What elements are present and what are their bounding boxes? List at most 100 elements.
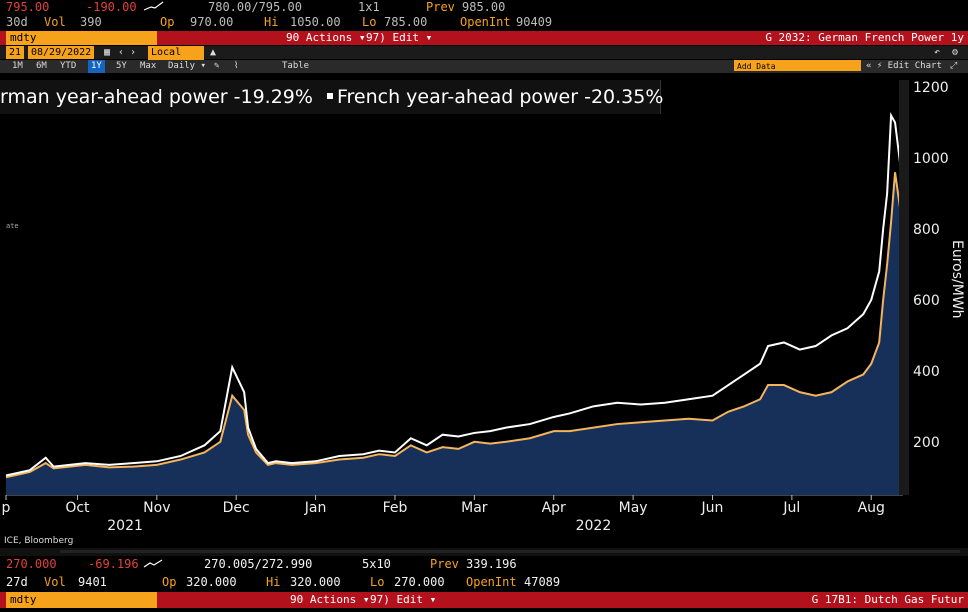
x-tick-label-Oct: Oct bbox=[65, 500, 90, 516]
side-note: ate bbox=[6, 222, 19, 230]
bottom-command-bar: mdty 90 Actions ▾ 97) Edit ▾ G 17B1: Dut… bbox=[0, 592, 968, 608]
x-tick-label-Dec: Dec bbox=[223, 500, 250, 516]
top-edit-menu[interactable]: 97) Edit ▾ bbox=[366, 31, 433, 44]
chart-panel: 200 400 600 800 1000 1200 Euros/MWh p Oct Nov Dec J… bbox=[0, 74, 968, 546]
chart-source: ICE, Bloomberg bbox=[4, 536, 74, 546]
tab-6m[interactable]: 6M bbox=[36, 61, 47, 71]
bottom-op-label: Op bbox=[162, 575, 177, 589]
top-vol-label: Vol bbox=[44, 15, 66, 29]
bottom-vol-label: Vol bbox=[44, 575, 66, 589]
y-tick-label-200: 200 bbox=[913, 435, 940, 451]
top-chart-title: G 2032: German French Power 1y bbox=[765, 31, 964, 44]
bottom-last: 270.000 bbox=[6, 557, 57, 571]
legend-french: French year-ahead power -20.35% bbox=[336, 86, 664, 108]
x-tick-label-Feb: Feb bbox=[383, 500, 408, 516]
bottom-bidask: 270.005/272.990 bbox=[204, 557, 313, 571]
chart-type-icon[interactable]: ▲ bbox=[210, 47, 217, 58]
bottom-spark-icon bbox=[143, 557, 163, 571]
bottom-change: -69.196 bbox=[88, 557, 139, 571]
tab-1y[interactable]: 1Y bbox=[88, 60, 105, 73]
next-arrow-icon[interactable]: › bbox=[130, 47, 137, 58]
bottom-separator bbox=[0, 548, 968, 556]
x-tick-label-Aug: Aug bbox=[858, 500, 885, 516]
undo-icon[interactable]: ↶ bbox=[934, 47, 941, 58]
series-line-german bbox=[5, 172, 904, 479]
bottom-size: 5x10 bbox=[362, 557, 391, 571]
top-op-label: Op bbox=[160, 15, 175, 29]
chart-legend: rman year-ahead power -19.29% French yea… bbox=[0, 80, 664, 114]
end-date-field[interactable]: 08/29/2022 bbox=[28, 46, 95, 59]
bottom-actions-menu[interactable]: 90 Actions ▾ bbox=[290, 593, 370, 606]
gear-icon[interactable]: ⚙ bbox=[952, 47, 959, 58]
prev-arrow-icon[interactable]: ‹ bbox=[118, 47, 125, 58]
bottom-ticker-label[interactable]: mdty bbox=[6, 592, 157, 608]
series-line-french bbox=[5, 111, 904, 477]
tab-1m[interactable]: 1M bbox=[12, 61, 23, 71]
line-tool-icon[interactable]: ⌇ bbox=[234, 61, 239, 71]
draw-tool-icon[interactable]: ✎ bbox=[214, 61, 220, 71]
calendar-icon[interactable]: ▦ bbox=[104, 47, 111, 58]
y-tick-label-1000: 1000 bbox=[913, 151, 949, 167]
date-controls: 21 08/29/2022 ▦ ‹ › Local CCY ▲ ↶ ⚙ bbox=[0, 46, 968, 72]
tab-5y[interactable]: 5Y bbox=[116, 61, 127, 71]
top-hi-label: Hi bbox=[264, 15, 279, 29]
top-actions-menu[interactable]: 90 Actions ▾ bbox=[286, 31, 366, 44]
table-button[interactable]: Table bbox=[282, 61, 310, 71]
bottom-period: 27d bbox=[6, 575, 28, 589]
top-prev-label: Prev bbox=[426, 0, 455, 14]
edit-chart-button[interactable]: « ⚡ Edit Chart bbox=[866, 61, 942, 71]
top-bidask: 780.00/795.00 bbox=[208, 0, 302, 14]
add-data-field[interactable]: Add Data bbox=[734, 60, 861, 71]
top-oi-label: OpenInt bbox=[460, 15, 511, 29]
y-tick-label-800: 800 bbox=[913, 222, 940, 238]
top-last: 795.00 bbox=[6, 0, 50, 14]
x-tick-label-p: p bbox=[2, 500, 11, 516]
legend-square-icon bbox=[326, 93, 333, 99]
y-tick-label-400: 400 bbox=[913, 364, 940, 380]
tab-ytd[interactable]: YTD bbox=[60, 61, 77, 71]
x-tick-label-Jan: Jan bbox=[304, 500, 327, 516]
tab-max[interactable]: Max bbox=[140, 61, 157, 71]
legend-german: rman year-ahead power -19.29% bbox=[0, 86, 313, 108]
y-axis-label: Euros/MWh bbox=[949, 240, 965, 319]
top-period: 30d bbox=[6, 15, 28, 29]
x-tick-label-Jul: Jul bbox=[782, 500, 800, 516]
start-date-field[interactable]: 21 bbox=[6, 46, 25, 59]
latest-marker-bar bbox=[899, 80, 910, 495]
x-tick-label-Nov: Nov bbox=[143, 500, 170, 516]
price-chart[interactable]: 200 400 600 800 1000 1200 Euros/MWh p Oct Nov Dec J… bbox=[0, 74, 968, 546]
bottom-lo-label: Lo bbox=[370, 575, 385, 589]
top-ticker-label[interactable]: mdty bbox=[6, 31, 157, 45]
x-tick-label-Mar: Mar bbox=[461, 500, 488, 516]
frequency-select[interactable]: Daily ▾ bbox=[168, 61, 206, 71]
bottom-edit-menu[interactable]: 97) Edit ▾ bbox=[370, 593, 437, 606]
top-change: -190.00 bbox=[86, 0, 137, 14]
x-year-label-2022: 2022 bbox=[576, 518, 612, 534]
spark-icon bbox=[143, 0, 165, 14]
x-tick-label-Jun: Jun bbox=[701, 500, 724, 516]
x-tick-label-May: May bbox=[619, 500, 648, 516]
x-tick-label-Apr: Apr bbox=[542, 500, 566, 516]
bottom-vol: 9401 bbox=[78, 575, 107, 589]
y-tick-label-600: 600 bbox=[913, 293, 940, 309]
top-vol: 390 bbox=[80, 15, 102, 29]
bottom-prev: 339.196 bbox=[466, 557, 517, 571]
period-tabs: 1M 6M YTD 1Y 5Y Max Daily ▾ ✎ ⌇ Table Ad… bbox=[0, 60, 968, 73]
top-command-bar: mdty 90 Actions ▾ 97) Edit ▾ G 2032: Ger… bbox=[0, 31, 968, 45]
bottom-oi: 47089 bbox=[524, 575, 561, 589]
bottom-hi-label: Hi bbox=[266, 575, 281, 589]
top-op: 970.00 bbox=[190, 15, 234, 29]
bottom-op: 320.000 bbox=[186, 575, 237, 589]
top-prev: 985.00 bbox=[462, 0, 506, 14]
bottom-lo: 270.000 bbox=[394, 575, 445, 589]
bottom-oi-label: OpenInt bbox=[466, 575, 517, 589]
expand-icon[interactable]: ⤢ bbox=[950, 61, 958, 71]
bottom-prev-label: Prev bbox=[430, 557, 459, 571]
x-year-label-2021: 2021 bbox=[107, 518, 143, 534]
top-lo: 785.00 bbox=[384, 15, 428, 29]
top-size: 1x1 bbox=[358, 0, 380, 14]
top-lo-label: Lo bbox=[362, 15, 377, 29]
bottom-hi: 320.000 bbox=[290, 575, 341, 589]
top-oi: 90409 bbox=[516, 15, 553, 29]
bottom-chart-title: G 17B1: Dutch Gas Futur bbox=[811, 593, 964, 606]
